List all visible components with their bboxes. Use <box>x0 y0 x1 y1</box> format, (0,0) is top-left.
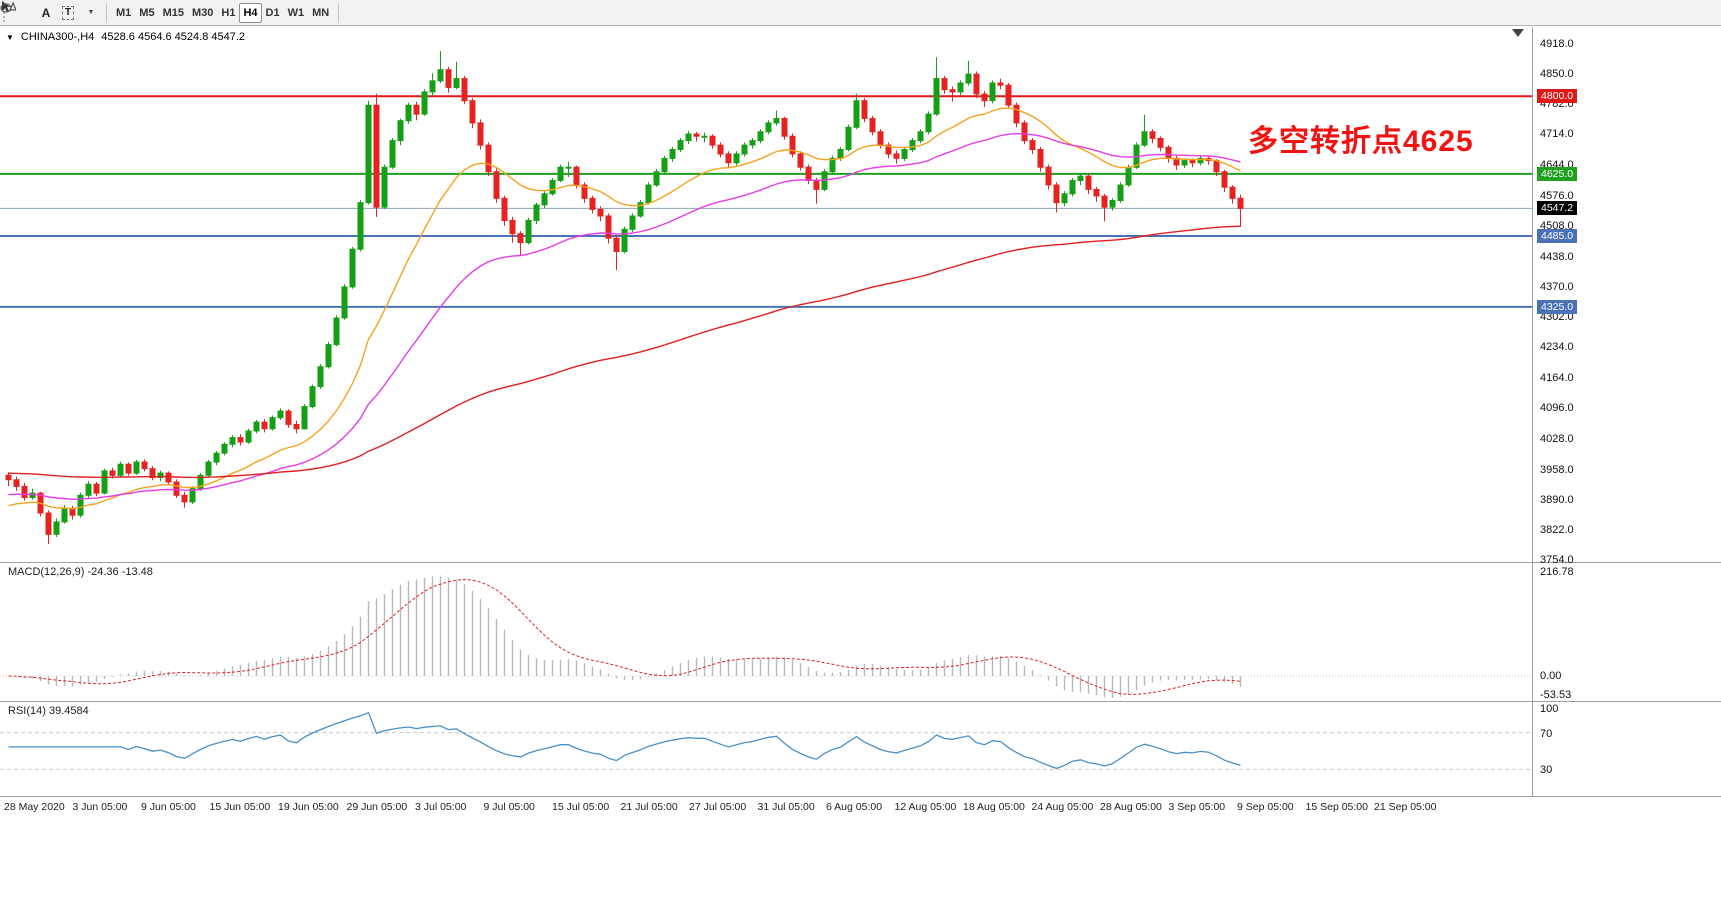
time-axis-tick: 27 Jul 05:00 <box>689 801 747 813</box>
price-axis-tick: 4508.0 <box>1540 219 1574 232</box>
rsi-axis-tick: 100 <box>1540 703 1559 715</box>
horizontal-level-lines[interactable] <box>0 95 1532 308</box>
macd-histogram <box>15 575 1242 698</box>
time-axis-tick: 9 Jun 05:00 <box>141 801 196 813</box>
timeframe-m1-button[interactable]: M1 <box>112 3 135 23</box>
shapes-dropdown-button[interactable]: ▼ <box>0 1 101 23</box>
one-click-trading-toggle[interactable]: ▼ <box>6 32 14 42</box>
rsi-line <box>8 711 1241 770</box>
price-axis-tick: 4164.0 <box>1540 372 1574 385</box>
time-axis-tick: 31 Jul 05:00 <box>757 801 815 813</box>
time-axis-tick: 9 Sep 05:00 <box>1237 801 1294 813</box>
cursor-tool-button[interactable] <box>2 1 35 23</box>
price-level-badge-bid: 4547.2 <box>1537 201 1578 216</box>
price-axis-tick: 4234.0 <box>1540 341 1574 354</box>
price-axis-tick: 4714.0 <box>1540 128 1574 141</box>
toolbar-grip[interactable] <box>3 3 9 22</box>
moving-average-slow <box>8 225 1241 479</box>
ohlc-values: 4528.6 4564.6 4524.8 4547.2 <box>101 31 246 43</box>
toolbar: A T ▼ M1 M5 M15 M30 H1 H4 D1 W1 MN <box>0 0 1721 26</box>
moving-average-medium <box>8 132 1241 501</box>
timeframe-m5-button[interactable]: M5 <box>135 3 158 23</box>
toolbar-separator <box>338 2 340 23</box>
price-axis-tick: 4096.0 <box>1540 402 1574 415</box>
price-axis-tick: 4028.0 <box>1540 432 1574 445</box>
text-box-icon: T <box>61 5 75 20</box>
price-level-badge-support: 4325.0 <box>1537 299 1578 314</box>
price-level-badge-support: 4485.0 <box>1537 228 1578 243</box>
macd-indicator-label: MACD(12,26,9) -24.36 -13.48 <box>8 566 153 578</box>
time-axis-tick: 24 Aug 05:00 <box>1031 801 1094 813</box>
price-axis-tick: 3822.0 <box>1540 523 1574 536</box>
toolbar-separator <box>106 2 107 23</box>
rsi-axis-tick: 70 <box>1540 727 1553 740</box>
symbol-period-label: CHINA300-,H4 <box>20 31 95 43</box>
timeframe-d1-button[interactable]: D1 <box>262 3 284 23</box>
moving-average-fast <box>8 107 1241 510</box>
time-axis-tick: 19 Jun 05:00 <box>278 801 339 813</box>
price-level-badge-resistance: 4800.0 <box>1537 89 1578 104</box>
time-axis-tick: 15 Jul 05:00 <box>552 801 610 813</box>
time-axis-tick: 18 Aug 05:00 <box>963 801 1025 813</box>
time-axis-tick: 28 Aug 05:00 <box>1100 801 1162 813</box>
time-axis-tick: 15 Sep 05:00 <box>1305 801 1368 813</box>
time-axis-tick: 21 Jul 05:00 <box>620 801 678 813</box>
time-axis-tick: 6 Aug 05:00 <box>826 801 883 813</box>
text-box-tool-button[interactable]: T <box>57 3 79 23</box>
price-axis-tick: 3958.0 <box>1540 463 1574 476</box>
price-axis-tick: 4370.0 <box>1540 280 1574 293</box>
chart-annotation-text[interactable]: 多空转折点4625 <box>1248 125 1474 158</box>
price-axis-tick: 3890.0 <box>1540 493 1574 506</box>
shapes-icon <box>0 1 16 13</box>
time-axis-tick: 29 Jun 05:00 <box>346 801 408 813</box>
timeframe-mn-button[interactable]: MN <box>308 3 333 23</box>
time-axis-tick: 28 May 2020 <box>4 801 65 813</box>
chevron-down-icon: ▼ <box>87 9 95 16</box>
text-label-icon: A <box>41 5 51 20</box>
time-axis-tick: 9 Jul 05:00 <box>483 801 535 813</box>
rsi-axis-tick: 30 <box>1540 764 1553 777</box>
price-axis-tick: 4850.0 <box>1540 68 1574 81</box>
macd-axis-tick: 216.78 <box>1540 566 1574 578</box>
macd-signal-line <box>8 578 1241 695</box>
timeframe-w1-button[interactable]: W1 <box>284 3 309 23</box>
time-axis-tick: 15 Jun 05:00 <box>209 801 271 813</box>
timeframe-m30-button[interactable]: M30 <box>188 3 217 23</box>
time-axis-tick: 3 Jun 05:00 <box>72 801 128 813</box>
rsi-indicator-label: RSI(14) 39.4584 <box>8 705 89 717</box>
price-axis-tick: 4576.0 <box>1540 189 1574 202</box>
time-axis-tick: 12 Aug 05:00 <box>894 801 957 813</box>
time-axis-tick: 3 Sep 05:00 <box>1168 801 1226 813</box>
time-axis-tick: 21 Sep 05:00 <box>1374 801 1437 813</box>
price-axis-tick: 4438.0 <box>1540 250 1574 263</box>
chart-title: ▼ CHINA300-,H4 4528.6 4564.6 4524.8 4547… <box>6 31 245 43</box>
macd-axis-tick: 0.00 <box>1540 670 1562 682</box>
price-axis-tick: 4302.0 <box>1540 311 1574 324</box>
timeframe-h1-button[interactable]: H1 <box>217 3 239 23</box>
price-level-badge-pivot: 4625.0 <box>1537 166 1578 181</box>
timeframe-h4-button[interactable]: H4 <box>239 2 262 23</box>
candles <box>5 51 1244 545</box>
time-axis-tick: 3 Jul 05:00 <box>415 801 467 813</box>
timeframe-m15-button[interactable]: M15 <box>159 3 188 23</box>
macd-axis-tick: -53.53 <box>1540 689 1572 701</box>
price-axis-tick: 3754.0 <box>1540 554 1574 566</box>
price-axis-tick: 4918.0 <box>1540 38 1574 50</box>
chart-shift-marker[interactable] <box>1512 29 1524 37</box>
text-label-tool-button[interactable]: A <box>35 3 57 23</box>
